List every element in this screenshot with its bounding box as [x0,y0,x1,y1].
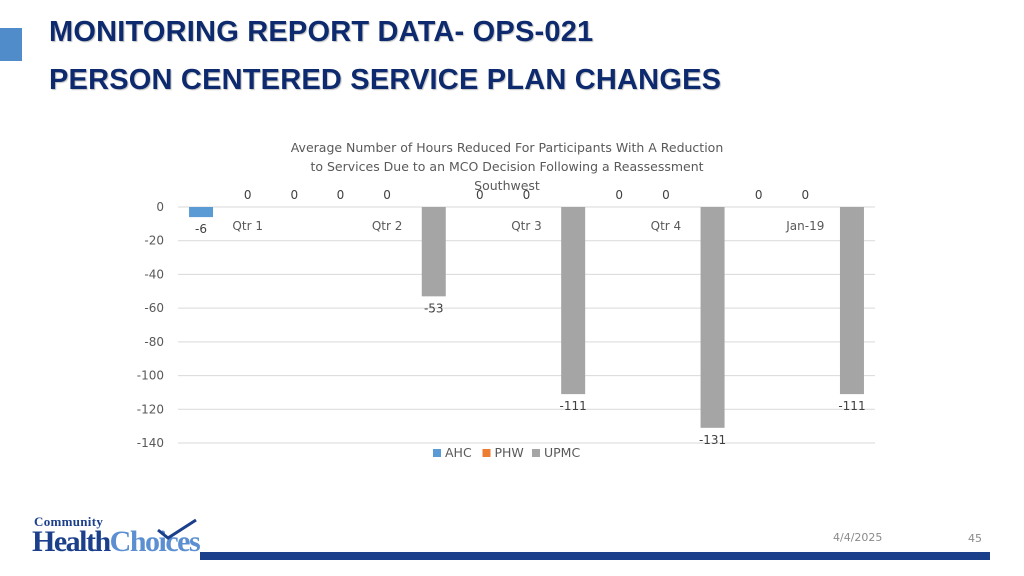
bar-upmc [421,207,446,297]
y-axis-ticks: 0 -20 -40 -60 -80 -100 -120 -140 [137,200,164,450]
bar-upmc [561,207,586,395]
bar-ahc [189,207,214,218]
category-label: Qtr 4 [651,219,682,233]
y-tick-label: 0 [156,200,164,214]
footer-date: 4/4/2025 [833,531,883,544]
category-label: Qtr 3 [511,219,542,233]
chart-bars [189,207,864,428]
slide-title-line2: PERSON CENTERED SERVICE PLAN CHANGES [49,64,722,96]
data-labels: -6 0 0 0 0 -53 0 0 -111 0 0 -131 0 0 -111 [195,188,866,447]
chart-title: Average Number of Hours Reduced For Part… [291,140,724,193]
data-label-ahc: 0 [476,188,484,202]
data-label-ahc: -6 [195,222,207,236]
y-tick-label: -80 [144,335,164,349]
data-label-ahc: 0 [615,188,623,202]
data-label-upmc: 0 [291,188,299,202]
footer-bar [200,552,990,560]
legend-swatch-phw [482,449,491,457]
data-label-phw: 0 [383,188,391,202]
data-label-phw: 0 [801,188,809,202]
page-number: 45 [968,532,982,545]
x-axis-categories: Qtr 1 Qtr 2 Qtr 3 Qtr 4 Jan-19 [232,219,824,233]
logo-health-text: Health [32,525,111,558]
logo-community-text: Community [34,514,104,529]
legend-label-phw: PHW [495,445,524,460]
y-tick-label: -140 [137,436,164,450]
bar-upmc [839,207,864,395]
y-tick-label: -100 [137,369,164,383]
y-tick-label: -40 [144,267,164,281]
y-tick-label: -60 [144,301,164,315]
data-label-upmc: -131 [699,433,726,447]
chart-title-line-3: Southwest [474,178,540,193]
chart-gridlines [178,206,875,444]
logo-choices-text: Choices [109,525,201,558]
legend-swatch-upmc [532,449,540,457]
data-label-phw: 0 [662,188,670,202]
data-label-upmc: -111 [838,399,865,413]
y-tick-label: -20 [144,234,164,248]
data-label-ahc: 0 [337,188,345,202]
category-label: Jan-19 [785,219,824,233]
logo-main-text: HealthChoices [32,525,201,559]
category-label: Qtr 1 [232,219,263,233]
legend-label-upmc: UPMC [544,445,580,460]
community-healthchoices-logo: Community HealthChoices [32,514,201,560]
data-label-phw: 0 [244,188,252,202]
data-label-ahc: 0 [755,188,763,202]
bar-upmc [700,207,725,428]
category-label: Qtr 2 [372,219,403,233]
title-accent-square [0,28,22,61]
chart-title-line-2: to Services Due to an MCO Decision Follo… [310,159,703,174]
chart-legend: AHC PHW UPMC [433,445,580,460]
legend-label-ahc: AHC [445,445,472,460]
checkmark-icon [157,518,197,540]
data-label-upmc: -111 [560,399,587,413]
slide-title-line1: MONITORING REPORT DATA- OPS-021 [49,16,594,48]
data-label-phw: 0 [523,188,531,202]
legend-swatch-ahc [433,449,441,457]
chart-title-line-1: Average Number of Hours Reduced For Part… [291,140,724,155]
data-label-upmc: -53 [424,301,444,315]
y-tick-label: -120 [137,402,164,416]
